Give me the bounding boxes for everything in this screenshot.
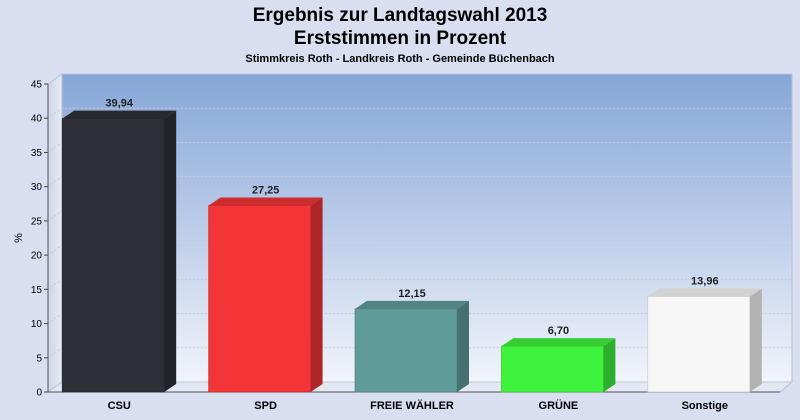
- bar-top: [501, 338, 616, 347]
- bar-spd: [208, 197, 323, 393]
- y-axis-label: %: [13, 233, 25, 243]
- chart-subtitle: Stimmkreis Roth - Landkreis Roth - Gemei…: [245, 53, 555, 65]
- x-tick-label: SPD: [254, 400, 277, 412]
- chart-header: Ergebnis zur Landtagswahl 2013 Erststimm…: [0, 4, 800, 68]
- bar-side: [164, 110, 177, 393]
- gridline: [47, 107, 792, 119]
- bar-top: [208, 197, 323, 206]
- bar-top: [62, 110, 177, 119]
- y-tick-label: 45: [31, 80, 43, 91]
- y-tick-label: 5: [36, 353, 42, 364]
- data-label: 27,25: [252, 184, 280, 196]
- plot-side-wall: [47, 73, 63, 393]
- bar-sonstige: [647, 288, 762, 393]
- x-tick-label: FREIE WÄHLER: [370, 399, 454, 412]
- data-label: 13,96: [691, 275, 719, 287]
- bar-front: [208, 205, 311, 393]
- bar-side: [603, 338, 616, 392]
- bar-top: [355, 300, 469, 309]
- bar-grüne: [501, 338, 616, 393]
- bar-side: [310, 197, 323, 392]
- y-tick-label: 30: [31, 182, 43, 193]
- y-tick-label: 15: [31, 285, 43, 296]
- data-label: 39,94: [105, 98, 133, 110]
- x-tick-label: Sonstige: [682, 400, 728, 412]
- bar-front: [647, 296, 751, 393]
- y-tick-label: 25: [31, 216, 43, 227]
- chart-title: Ergebnis zur Landtagswahl 2013: [252, 5, 548, 26]
- y-tick-label: 35: [31, 148, 43, 159]
- bar-front: [354, 308, 458, 393]
- bar-side: [457, 300, 469, 392]
- bar-front: [61, 118, 165, 393]
- x-tick-label: CSU: [108, 400, 131, 412]
- y-tick-label: 10: [31, 319, 43, 330]
- x-tick-label: GRÜNE: [539, 399, 579, 412]
- data-label: 6,70: [548, 325, 569, 337]
- bar-freie-wähler: [354, 300, 469, 393]
- y-tick-label: 40: [31, 114, 43, 125]
- gridline: [47, 73, 792, 85]
- chart-title-line2: Erststimmen in Prozent: [293, 28, 507, 49]
- bar-top: [647, 288, 762, 297]
- y-tick-label: 20: [31, 251, 43, 262]
- bar-front: [501, 345, 604, 393]
- y-tick-label: 0: [36, 388, 42, 399]
- data-label: 12,15: [398, 288, 426, 300]
- bar-side: [749, 288, 762, 392]
- bar-csu: [61, 110, 177, 393]
